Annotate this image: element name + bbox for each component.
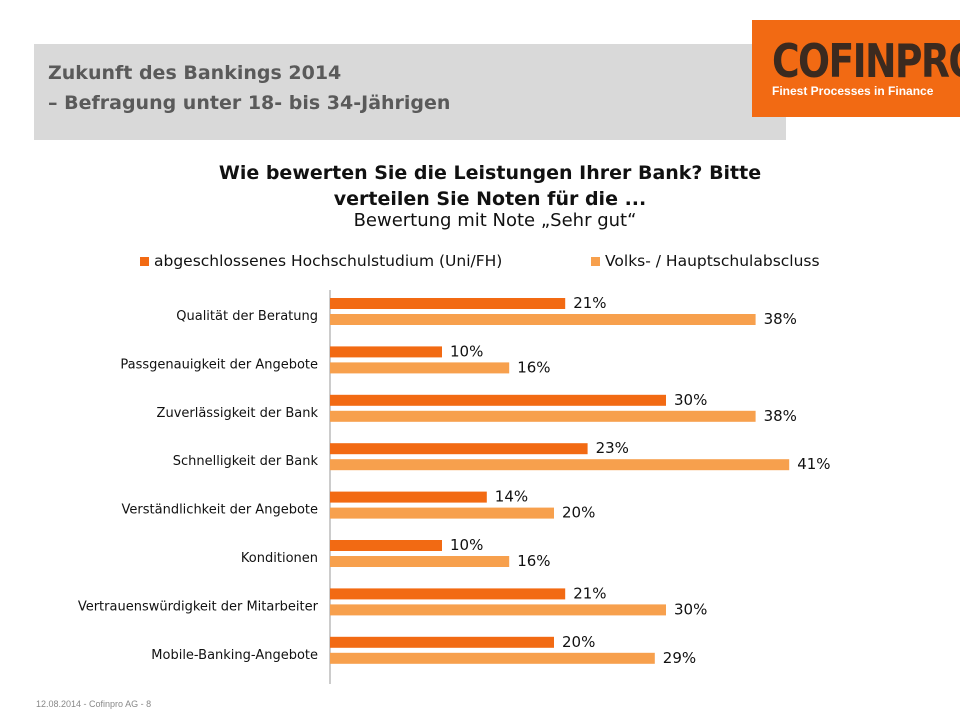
data-label: 16% [517,358,550,376]
cofinpro-logo: COFINPRO Finest Processes in Finance [752,20,960,117]
bar-series-2 [330,556,510,567]
bar-series-2 [330,362,510,374]
bar-series-1 [330,491,487,503]
legend-swatch-series-1 [140,256,149,266]
category-label: Verständlichkeit der Angebote [122,503,318,518]
bar-series-2 [330,459,790,471]
bar-series-2 [330,410,756,422]
logo-wordmark: COFINPRO [772,34,960,88]
bar-series-1 [330,298,566,309]
bar-series-1 [330,443,588,455]
category-label: Passgenauigkeit der Angebote [120,357,318,372]
data-label: 21% [573,584,606,602]
bar-series-2 [330,314,756,325]
data-label: 10% [450,342,483,360]
legend-label-series-1: abgeschlossenes Hochschulstudium (Uni/FH… [154,252,503,270]
category-label: Mobile-Banking-Angebote [151,648,318,663]
chart-title-line-1: Wie bewerten Sie die Leistungen Ihrer Ba… [218,162,762,184]
data-label: 38% [764,407,797,425]
category-label: Schnelligkeit der Bank [173,454,319,469]
legend-swatch-series-2 [591,256,600,266]
bar-series-1 [330,636,554,648]
data-label: 14% [495,488,528,506]
footer: 12.08.2014 - Cofinpro AG - 8 [36,699,152,709]
category-label: Vertrauenswürdigkeit der Mitarbeiter [78,599,319,614]
category-label: Qualität der Beratung [176,309,318,324]
bar-series-1 [330,346,442,358]
header-box: Zukunft des Bankings 2014 – Befragung un… [34,44,786,140]
data-label: 23% [596,439,629,457]
bar-series-1 [330,588,566,600]
data-label: 20% [562,633,595,651]
header-subtitle: – Befragung unter 18- bis 34-Jährigen [48,92,451,114]
bar-series-1 [330,394,666,406]
legend-label-series-2: Volks- / Hauptschulabsclu​ss [605,252,820,270]
legend-item-series-1: abgeschlossenes Hochschulstudium (Uni/FH… [140,252,502,270]
data-label: 41% [797,455,830,473]
data-label: 30% [674,600,707,618]
data-label: 29% [663,649,696,667]
data-label: 16% [517,552,550,570]
logo-tagline: Finest Processes in Finance [772,84,934,98]
bar-series-2 [330,652,655,664]
header-title: Zukunft des Bankings 2014 [48,62,342,84]
category-label: Zuverlässigkeit der Bank [157,406,319,421]
legend-item-series-2: Volks- / Hauptschulabsclu​ss [591,252,820,270]
data-label: 21% [573,294,606,312]
data-label: 20% [562,504,595,522]
data-label: 30% [674,391,707,409]
data-label: 10% [450,536,483,554]
chart-subtitle: Bewertung mit Note „Sehr gut“ [353,210,637,231]
category-label: Konditionen [241,551,318,566]
bar-series-1 [330,540,442,551]
bar-series-2 [330,507,554,519]
chart-title-line-2: verteilen Sie Noten für die ... [333,188,647,210]
bar-series-2 [330,604,666,616]
data-label: 38% [764,310,797,328]
